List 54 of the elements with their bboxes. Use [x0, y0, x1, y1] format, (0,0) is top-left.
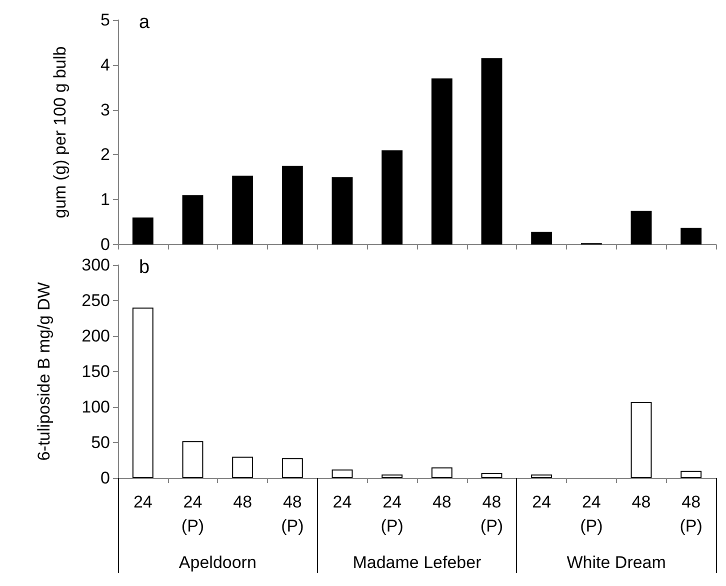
x-tick-label: 48 (P): [281, 492, 304, 536]
x-tick-label: 48: [233, 492, 252, 512]
chart-title: a: [139, 12, 150, 33]
text: White Dream: [566, 553, 666, 572]
x-tick-label: 48: [432, 492, 452, 512]
bar: [481, 58, 502, 244]
bar: [431, 78, 452, 244]
bar: [481, 473, 502, 478]
y-tick-label: 4: [100, 55, 110, 74]
x-tick-label: 24 (P): [380, 492, 404, 536]
bar: [382, 150, 403, 244]
bar: [232, 176, 254, 244]
y-tick-label: 2: [100, 145, 110, 164]
y-tick-label: 250: [82, 291, 110, 310]
x-tick-label: 24: [332, 492, 352, 512]
y-tick-label: 200: [82, 326, 110, 346]
x-tick-label: 48: [632, 492, 651, 512]
bar: [431, 467, 452, 478]
x-tick-label: 24 (P): [580, 492, 603, 536]
y-tick-label: 5: [100, 10, 110, 30]
y-tick-label: 0: [100, 468, 110, 488]
bar: [182, 195, 204, 244]
x-tick-label: 48 (P): [480, 492, 504, 536]
bar: [332, 469, 353, 478]
y-tick-label: 1: [100, 190, 110, 210]
y-axis-title: gum (g) per 100 g bulb: [50, 46, 70, 218]
y-tick-label: 300: [82, 256, 110, 274]
bar: [531, 474, 552, 478]
bar: [132, 218, 154, 244]
bar: [132, 308, 154, 478]
bar: [680, 228, 702, 244]
y-tick-label: 100: [82, 398, 110, 416]
bar: [282, 166, 303, 244]
y-tick-label: 150: [82, 362, 110, 381]
bar: [282, 458, 303, 478]
bar: [182, 441, 204, 478]
bar: [680, 470, 702, 478]
bar: [630, 402, 652, 478]
x-tick-label: 24: [532, 492, 552, 512]
x-tick-label: 24: [133, 492, 152, 512]
y-tick-label: 3: [100, 100, 110, 120]
chart-title: b: [139, 257, 150, 278]
y-axis-title: 6-tuliposide B mg/g DW: [34, 282, 54, 461]
x-tick-label: 24 (P): [181, 492, 204, 536]
text: Madame Lefeber: [352, 553, 482, 572]
bar: [630, 210, 652, 244]
bar: [332, 177, 353, 244]
bar: [232, 456, 254, 478]
bar: [531, 232, 552, 244]
x-tick-label: 48 (P): [680, 492, 702, 536]
bar: [382, 474, 403, 478]
y-tick-label: 50: [91, 433, 110, 452]
text: Apeldoorn: [178, 553, 256, 572]
y-tick-label: 0: [100, 235, 110, 254]
